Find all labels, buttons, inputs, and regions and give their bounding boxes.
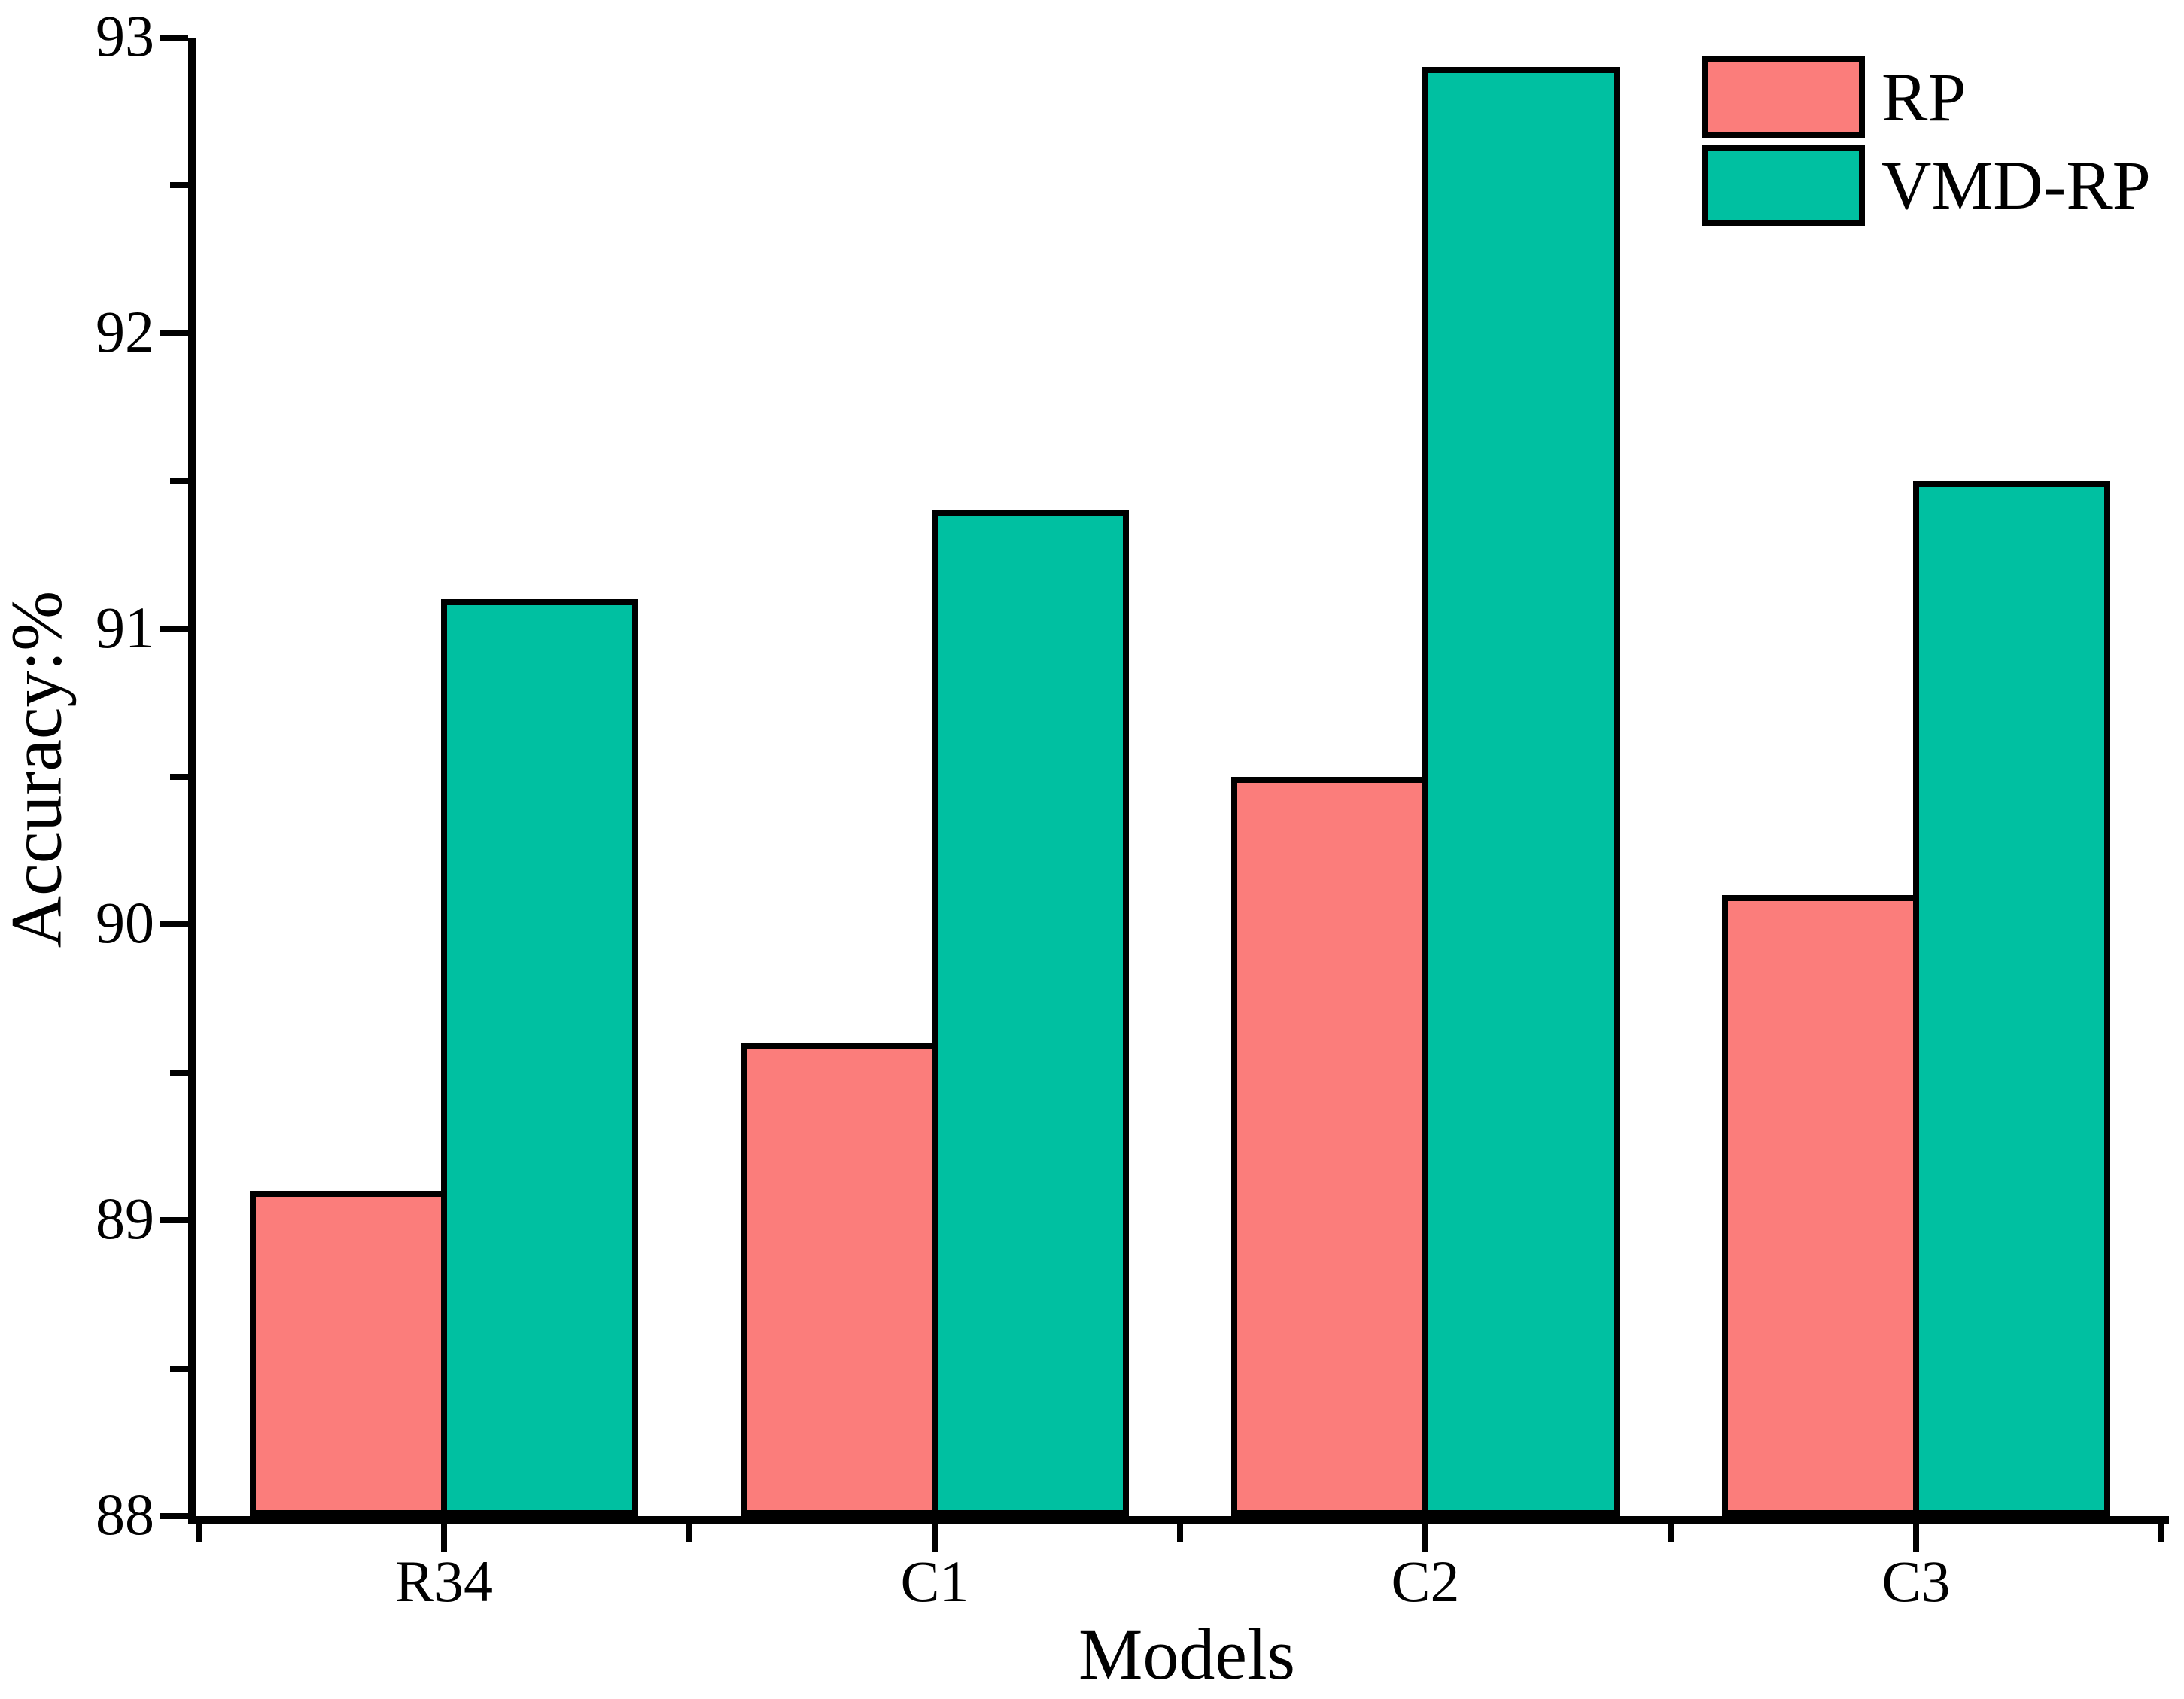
x-tick-label: C2 <box>1391 1548 1460 1614</box>
x-minor-tick <box>686 1524 692 1542</box>
legend: RP VMD-RP <box>1702 56 2151 233</box>
y-tick-label: 92 <box>96 298 154 364</box>
x-minor-tick <box>2158 1524 2164 1542</box>
legend-entry-vmd-rp: VMD-RP <box>1702 145 2151 226</box>
plot-area <box>188 38 2169 1524</box>
x-major-tick <box>441 1524 447 1552</box>
bar-rp-c3 <box>1722 895 1919 1516</box>
y-major-tick <box>160 1513 188 1519</box>
y-major-tick <box>160 1217 188 1224</box>
x-minor-tick <box>1177 1524 1183 1542</box>
x-major-tick <box>932 1524 938 1552</box>
y-minor-tick <box>170 774 188 780</box>
x-major-tick <box>1422 1524 1428 1552</box>
y-major-tick <box>160 626 188 632</box>
y-minor-tick <box>170 1069 188 1076</box>
bar-rp-c2 <box>1231 777 1428 1516</box>
y-minor-tick <box>170 478 188 485</box>
bar-rp-r34 <box>250 1190 447 1516</box>
y-tick-label: 90 <box>96 890 154 956</box>
y-minor-tick <box>170 1365 188 1372</box>
y-major-tick <box>160 330 188 336</box>
y-major-tick <box>160 35 188 41</box>
y-minor-tick <box>170 182 188 189</box>
x-tick-label: C1 <box>900 1548 969 1614</box>
bar-vmd-rp-c3 <box>1913 481 2110 1516</box>
y-tick-label: 91 <box>96 594 154 660</box>
bar-vmd-rp-r34 <box>441 599 638 1516</box>
x-minor-tick <box>1668 1524 1674 1542</box>
x-axis-title: Models <box>1078 1614 1295 1694</box>
x-tick-label: C3 <box>1881 1548 1951 1614</box>
y-major-tick <box>160 921 188 928</box>
y-tick-label: 89 <box>96 1186 154 1252</box>
x-minor-tick <box>196 1524 202 1542</box>
bar-rp-c1 <box>741 1043 938 1516</box>
legend-swatch-rp <box>1702 56 1865 138</box>
legend-swatch-vmd-rp <box>1702 145 1865 226</box>
y-axis-title: Accuracy:% <box>0 590 77 948</box>
legend-label-rp: RP <box>1881 59 1967 135</box>
bar-vmd-rp-c1 <box>932 510 1129 1516</box>
bar-vmd-rp-c2 <box>1422 67 1620 1516</box>
y-tick-label: 88 <box>96 1481 154 1548</box>
legend-entry-rp: RP <box>1702 56 2151 138</box>
y-tick-label: 93 <box>96 3 154 69</box>
x-major-tick <box>1913 1524 1919 1552</box>
x-tick-label: R34 <box>394 1548 494 1614</box>
legend-label-vmd-rp: VMD-RP <box>1881 147 2151 224</box>
